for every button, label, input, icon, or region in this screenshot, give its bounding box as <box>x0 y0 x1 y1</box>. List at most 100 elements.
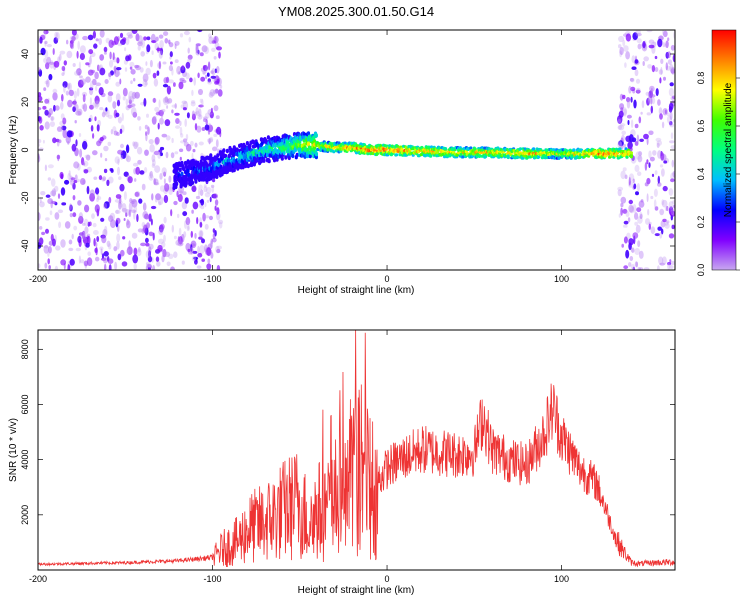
spectrogram-noise-cell <box>619 141 623 150</box>
spectrogram-noise-cell <box>663 160 668 164</box>
spectrogram-noise-cell <box>140 39 146 48</box>
spectrogram-noise-cell <box>192 148 196 153</box>
spectrogram-noise-cell <box>630 96 633 103</box>
spectrogram-noise-cell <box>72 195 76 201</box>
spectrogram-noise-cell <box>80 178 86 185</box>
spectrogram-noise-cell <box>130 80 133 85</box>
spectrogram-noise-cell <box>171 137 174 144</box>
y-tick-label: 4000 <box>20 450 30 470</box>
spectrogram-noise-cell <box>134 141 139 148</box>
spectrogram-noise-cell <box>125 98 129 106</box>
spectrogram-noise-cell <box>121 208 128 213</box>
spectrogram-signal-cell <box>267 158 271 164</box>
y-tick-label: 40 <box>20 49 30 59</box>
spectrogram-noise-cell <box>181 260 185 265</box>
spectrogram-noise-cell <box>671 200 675 204</box>
spectrogram-noise-cell <box>148 243 154 250</box>
spectrogram-noise-cell <box>38 155 41 163</box>
spectrogram-noise-cell <box>117 43 123 47</box>
spectrogram-noise-cell <box>620 123 626 127</box>
spectrogram-noise-cell <box>661 168 665 177</box>
spectrogram-noise-cell <box>39 226 43 230</box>
spectrogram-noise-cell <box>629 205 635 214</box>
spectrogram-noise-cell <box>664 223 670 229</box>
spectrogram-noise-cell <box>635 224 641 234</box>
spectrogram-signal-cell <box>332 150 336 154</box>
spectrogram-noise-cell <box>125 212 128 217</box>
spectrogram-noise-cell <box>62 81 68 88</box>
spectrogram-noise-cell <box>623 45 629 52</box>
spectrogram-noise-cell <box>214 68 218 74</box>
spectrogram-noise-cell <box>89 80 94 90</box>
spectrogram-noise-cell <box>128 90 134 100</box>
x-tick-label: 100 <box>554 274 569 284</box>
spectrogram-signal-cell <box>532 147 536 151</box>
spectrogram-noise-cell <box>89 87 94 91</box>
spectrogram-noise-cell <box>219 221 223 229</box>
spectrogram-noise-cell <box>137 83 143 87</box>
spectrogram-noise-cell <box>79 52 85 61</box>
spectrogram-noise-cell <box>69 203 72 211</box>
spectrogram-noise-cell <box>99 54 105 61</box>
spectrogram-noise-cell <box>73 98 77 108</box>
spectrogram-noise-cell <box>165 135 171 141</box>
spectrogram-noise-cell <box>131 199 138 208</box>
spectrogram-noise-cell <box>94 95 100 105</box>
spectrogram-noise-cell <box>77 200 82 206</box>
spectrogram-noise-cell <box>643 56 649 62</box>
spectrogram-noise-cell <box>664 109 667 115</box>
spectrogram-noise-cell <box>66 50 73 59</box>
spectrogram-noise-cell <box>635 89 641 94</box>
spectrogram-noise-cell <box>668 188 674 196</box>
spectrogram-noise-cell <box>145 67 151 76</box>
spectrogram-signal-cell <box>477 153 482 158</box>
spectrogram-signal-cell <box>224 153 228 159</box>
spectrogram-noise-cell <box>195 195 201 200</box>
spectrogram-noise-cell <box>670 66 675 71</box>
snr-y-label: SNR (10 * v/v) <box>8 418 19 482</box>
spectrogram-noise-cell <box>54 212 60 220</box>
spectrogram-noise-cell <box>153 182 160 186</box>
spectrogram-noise-cell <box>214 80 220 85</box>
spectrogram-noise-cell <box>632 178 635 184</box>
spectrogram-noise-cell <box>54 185 59 192</box>
spectrogram-noise-cell <box>632 204 637 213</box>
spectrogram-noise-cell <box>145 250 151 259</box>
spectrogram-noise-cell <box>181 100 188 105</box>
spectrogram-noise-cell <box>639 267 644 270</box>
spectrogram-signal-cell <box>227 158 231 163</box>
spectrogram-noise-cell <box>185 143 192 152</box>
spectrogram-noise-cell <box>185 72 190 80</box>
spectrogram-noise-cell <box>66 83 71 90</box>
spectrogram-noise-cell <box>207 78 211 83</box>
spectrogram-noise-cell <box>98 175 103 181</box>
spectrogram-signal-cell <box>545 148 549 152</box>
spectrogram-noise-cell <box>95 82 102 87</box>
spectrogram-noise-cell <box>104 158 108 162</box>
spectrogram-noise-cell <box>169 51 173 58</box>
spectrogram-noise-cell <box>107 94 113 103</box>
spectrogram-signal-cell <box>343 141 347 145</box>
spectrogram-signal-cell <box>366 152 370 156</box>
spectrogram-noise-cell <box>198 229 204 238</box>
spectrogram-noise-cell <box>151 154 156 163</box>
spectrogram-noise-cell <box>38 116 43 124</box>
spectrogram-noise-cell <box>164 96 169 103</box>
spectrogram-noise-cell <box>48 265 51 270</box>
spectrogram-noise-cell <box>95 38 99 42</box>
spectrogram-noise-cell <box>162 97 168 104</box>
spectrogram-signal-cell <box>287 155 291 161</box>
spectrogram-noise-cell <box>60 125 64 133</box>
spectrogram-noise-cell <box>49 60 54 69</box>
spectrogram-noise-cell <box>631 247 635 253</box>
spectrogram-noise-cell <box>657 182 662 187</box>
spectrogram-noise-cell <box>628 204 634 213</box>
spectrogram-noise-cell <box>115 93 121 102</box>
snr-frame <box>37 329 676 571</box>
spectrogram-noise-cell <box>117 149 123 155</box>
spectrogram-noise-cell <box>66 39 69 45</box>
spectrogram-noise-cell <box>636 87 641 93</box>
spectrogram-noise-cell <box>634 261 639 267</box>
spectrogram-noise-cell <box>158 99 161 108</box>
